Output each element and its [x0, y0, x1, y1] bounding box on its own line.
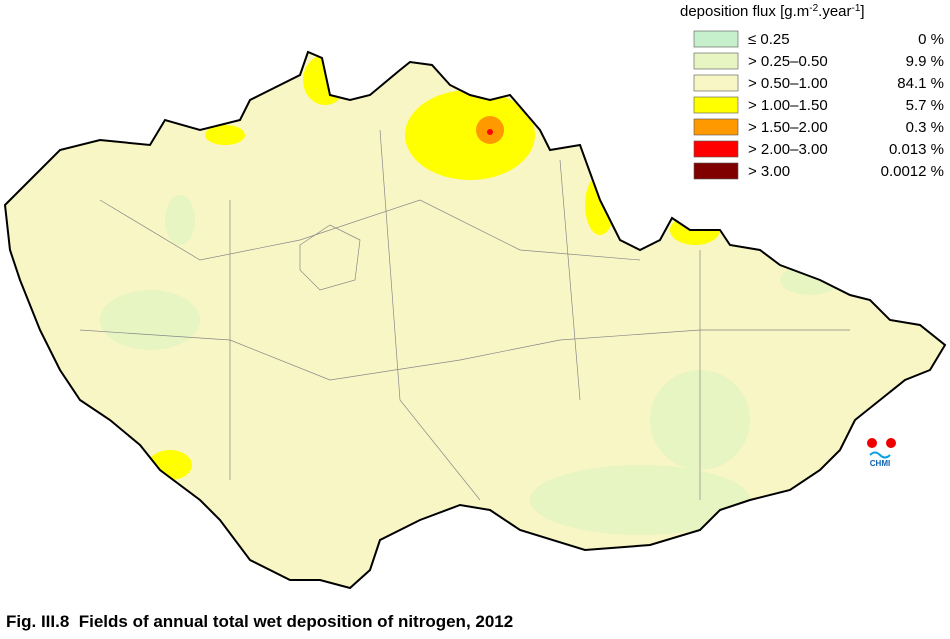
legend-label: > 2.00–3.00 — [748, 141, 828, 158]
patch — [780, 265, 840, 295]
legend-percent: 0 % — [918, 31, 944, 48]
legend-title-part: .year — [818, 3, 851, 20]
patch — [148, 450, 192, 480]
legend-label: ≤ 0.25 — [748, 31, 790, 48]
patch — [585, 175, 615, 235]
legend-title-sup: -1 — [852, 3, 861, 14]
patch — [487, 129, 493, 135]
legend-percent: 5.7 % — [906, 97, 944, 114]
legend-swatch — [693, 162, 739, 180]
legend-label: > 1.00–1.50 — [748, 97, 828, 114]
map: CHMI deposition flux [g.m-2.year-1] ≤ 0.… — [4, 3, 946, 589]
legend-label: > 0.50–1.00 — [748, 75, 828, 92]
logo-dot — [867, 438, 877, 448]
patch — [100, 290, 200, 350]
legend-percent: 84.1 % — [897, 75, 944, 92]
logo-text: CHMI — [870, 459, 890, 468]
legend-title-part: ] — [860, 3, 864, 20]
legend-label: > 1.50–2.00 — [748, 119, 828, 136]
legend-title: deposition flux [g.m-2.year-1] — [680, 3, 865, 20]
legend-percent: 0.013 % — [889, 141, 944, 158]
caption: Fig. III.8 Fields of annual total wet de… — [6, 612, 514, 631]
legend-label: > 3.00 — [748, 163, 790, 180]
patch — [205, 125, 245, 145]
district-borders — [79, 129, 850, 501]
logo-dot — [886, 438, 896, 448]
legend-percent: 0.0012 % — [881, 163, 944, 180]
patch — [165, 195, 195, 245]
legend-title-part: deposition flux [g.m — [680, 3, 809, 20]
logo-wave — [869, 451, 891, 459]
legend-percent: 9.9 % — [906, 53, 944, 70]
legend-swatch — [693, 118, 739, 136]
patch — [530, 465, 750, 535]
patch — [405, 90, 535, 180]
legend-title-sup: -2 — [809, 3, 818, 14]
legend-label: > 0.25–0.50 — [748, 53, 828, 70]
legend-swatch — [693, 52, 739, 70]
logo: CHMI — [867, 438, 896, 468]
legend-swatch — [693, 140, 739, 158]
legend-swatch — [693, 74, 739, 92]
legend-swatch — [693, 30, 739, 48]
legend: ≤ 0.25 0 % > 0.25–0.50 9.9 % > 0.50–1.00 84.1… — [693, 30, 944, 180]
legend-swatch — [693, 96, 739, 114]
legend-percent: 0.3 % — [906, 119, 944, 136]
